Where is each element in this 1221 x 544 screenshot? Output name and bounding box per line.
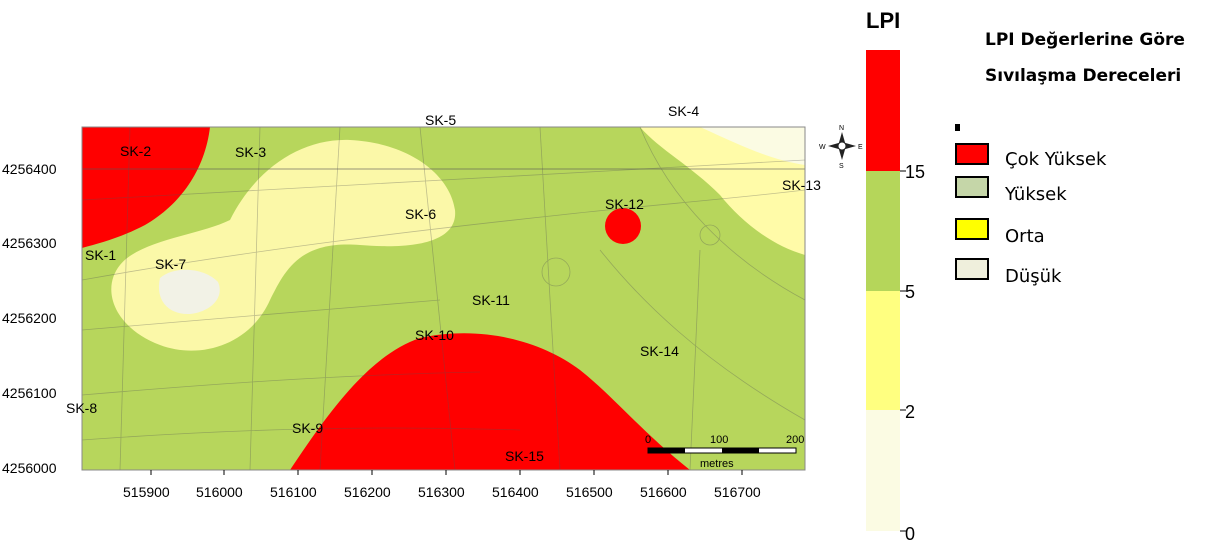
legend-swatch-orta [955, 218, 989, 240]
legend-swatch-cok-yuksek [955, 143, 989, 165]
well-label-sk-14: SK-14 [640, 343, 679, 359]
well-label-sk-12: SK-12 [605, 196, 644, 212]
well-label-sk-3: SK-3 [235, 144, 266, 160]
legend-title-line2: Sıvılaşma Dereceleri [985, 66, 1182, 86]
zone-cok-yuksek-south [290, 333, 690, 470]
well-label-sk-7: SK-7 [155, 256, 186, 272]
well-label-sk-10: SK-10 [415, 327, 454, 343]
x-tick-label: 516600 [640, 484, 687, 500]
scale-tick-0: 0 [645, 434, 651, 446]
legend-label-cok-yuksek: Çok Yüksek [1005, 149, 1107, 170]
legend-label-orta: Orta [1005, 226, 1045, 247]
scale-tick-200: 200 [786, 434, 804, 446]
colorbar-tick-15: 15 [905, 162, 925, 182]
colorbar-band-yuksek [866, 171, 900, 291]
legend-swatch-dusuk [955, 258, 989, 280]
well-label-sk-8: SK-8 [66, 400, 97, 416]
legend-bullet [955, 124, 960, 131]
well-labels: SK-1 SK-2 SK-3 SK-4 SK-5 SK-6 SK-7 SK-8 SK-9 SK-1… [66, 103, 821, 464]
well-label-sk-1: SK-1 [85, 247, 116, 263]
legend-item-yuksek: Yüksek [955, 176, 1215, 206]
x-tick-label: 516000 [196, 484, 243, 500]
zone-cok-yuksek-sk12 [605, 208, 641, 244]
y-tick-label: 4256300 [2, 235, 57, 251]
colorbar-band-cok-yuksek [866, 50, 900, 171]
east-label: E [858, 144, 863, 151]
x-tick-label: 516400 [492, 484, 539, 500]
colorbar-tick-5: 5 [905, 282, 915, 302]
legend-title-line1: LPI Değerlerine Göre [985, 30, 1185, 50]
colorbar-title: LPI [866, 8, 900, 33]
lpi-colorbar: LPI 15 5 2 0 [866, 8, 925, 544]
scale-bar: 0 100 200 metres [645, 434, 804, 470]
x-tick-label: 516100 [270, 484, 317, 500]
y-axis: 4256400 4256300 4256200 4256100 4256000 [2, 161, 57, 476]
south-label: S [839, 163, 844, 170]
north-label: N [839, 125, 844, 132]
map-frame [81, 126, 806, 471]
zone-dusuk-sk7 [158, 269, 220, 315]
scale-tick-100: 100 [710, 434, 728, 446]
well-label-sk-2: SK-2 [120, 143, 151, 159]
well-label-sk-6: SK-6 [405, 206, 436, 222]
well-label-sk-4: SK-4 [668, 103, 699, 119]
x-tick-label: 516300 [418, 484, 465, 500]
x-tick-label: 516200 [344, 484, 391, 500]
colorbar-tick-2: 2 [905, 402, 915, 422]
well-label-sk-11: SK-11 [472, 292, 510, 308]
street-lines [82, 127, 805, 470]
x-tick-label: 515900 [123, 484, 170, 500]
zone-cok-yuksek-nw [82, 127, 210, 248]
y-tick-label: 4256100 [2, 385, 57, 401]
zone-dusuk-ne [700, 127, 805, 165]
legend-item-dusuk: Düşük [955, 258, 1215, 288]
well-label-sk-15: SK-15 [505, 448, 544, 464]
well-label-sk-13: SK-13 [782, 177, 821, 193]
well-label-sk-9: SK-9 [292, 420, 323, 436]
well-label-sk-5: SK-5 [425, 112, 456, 128]
colorbar-band-dusuk [866, 410, 900, 531]
scale-unit: metres [700, 458, 734, 470]
legend-item-orta: Orta [955, 218, 1215, 248]
legend-item-cok-yuksek: Çok Yüksek [955, 143, 1215, 173]
y-tick-label: 4256200 [2, 310, 57, 326]
lpi-zones [82, 127, 805, 470]
west-label: W [819, 144, 826, 151]
legend-swatch-yuksek [955, 176, 989, 198]
zone-orta-ne [640, 127, 805, 255]
colorbar-band-orta [866, 291, 900, 410]
x-tick-label: 516700 [714, 484, 761, 500]
x-axis: 515900 516000 516100 516200 516300 516400 5165… [123, 470, 761, 500]
y-tick-label: 4256400 [2, 161, 57, 177]
legend-label-dusuk: Düşük [1005, 266, 1062, 287]
colorbar-tick-0: 0 [905, 524, 915, 544]
x-tick-label: 516500 [566, 484, 613, 500]
north-arrow-icon: N E S W [819, 125, 863, 170]
y-tick-label: 4256000 [2, 460, 57, 476]
legend-label-yuksek: Yüksek [1005, 184, 1067, 205]
